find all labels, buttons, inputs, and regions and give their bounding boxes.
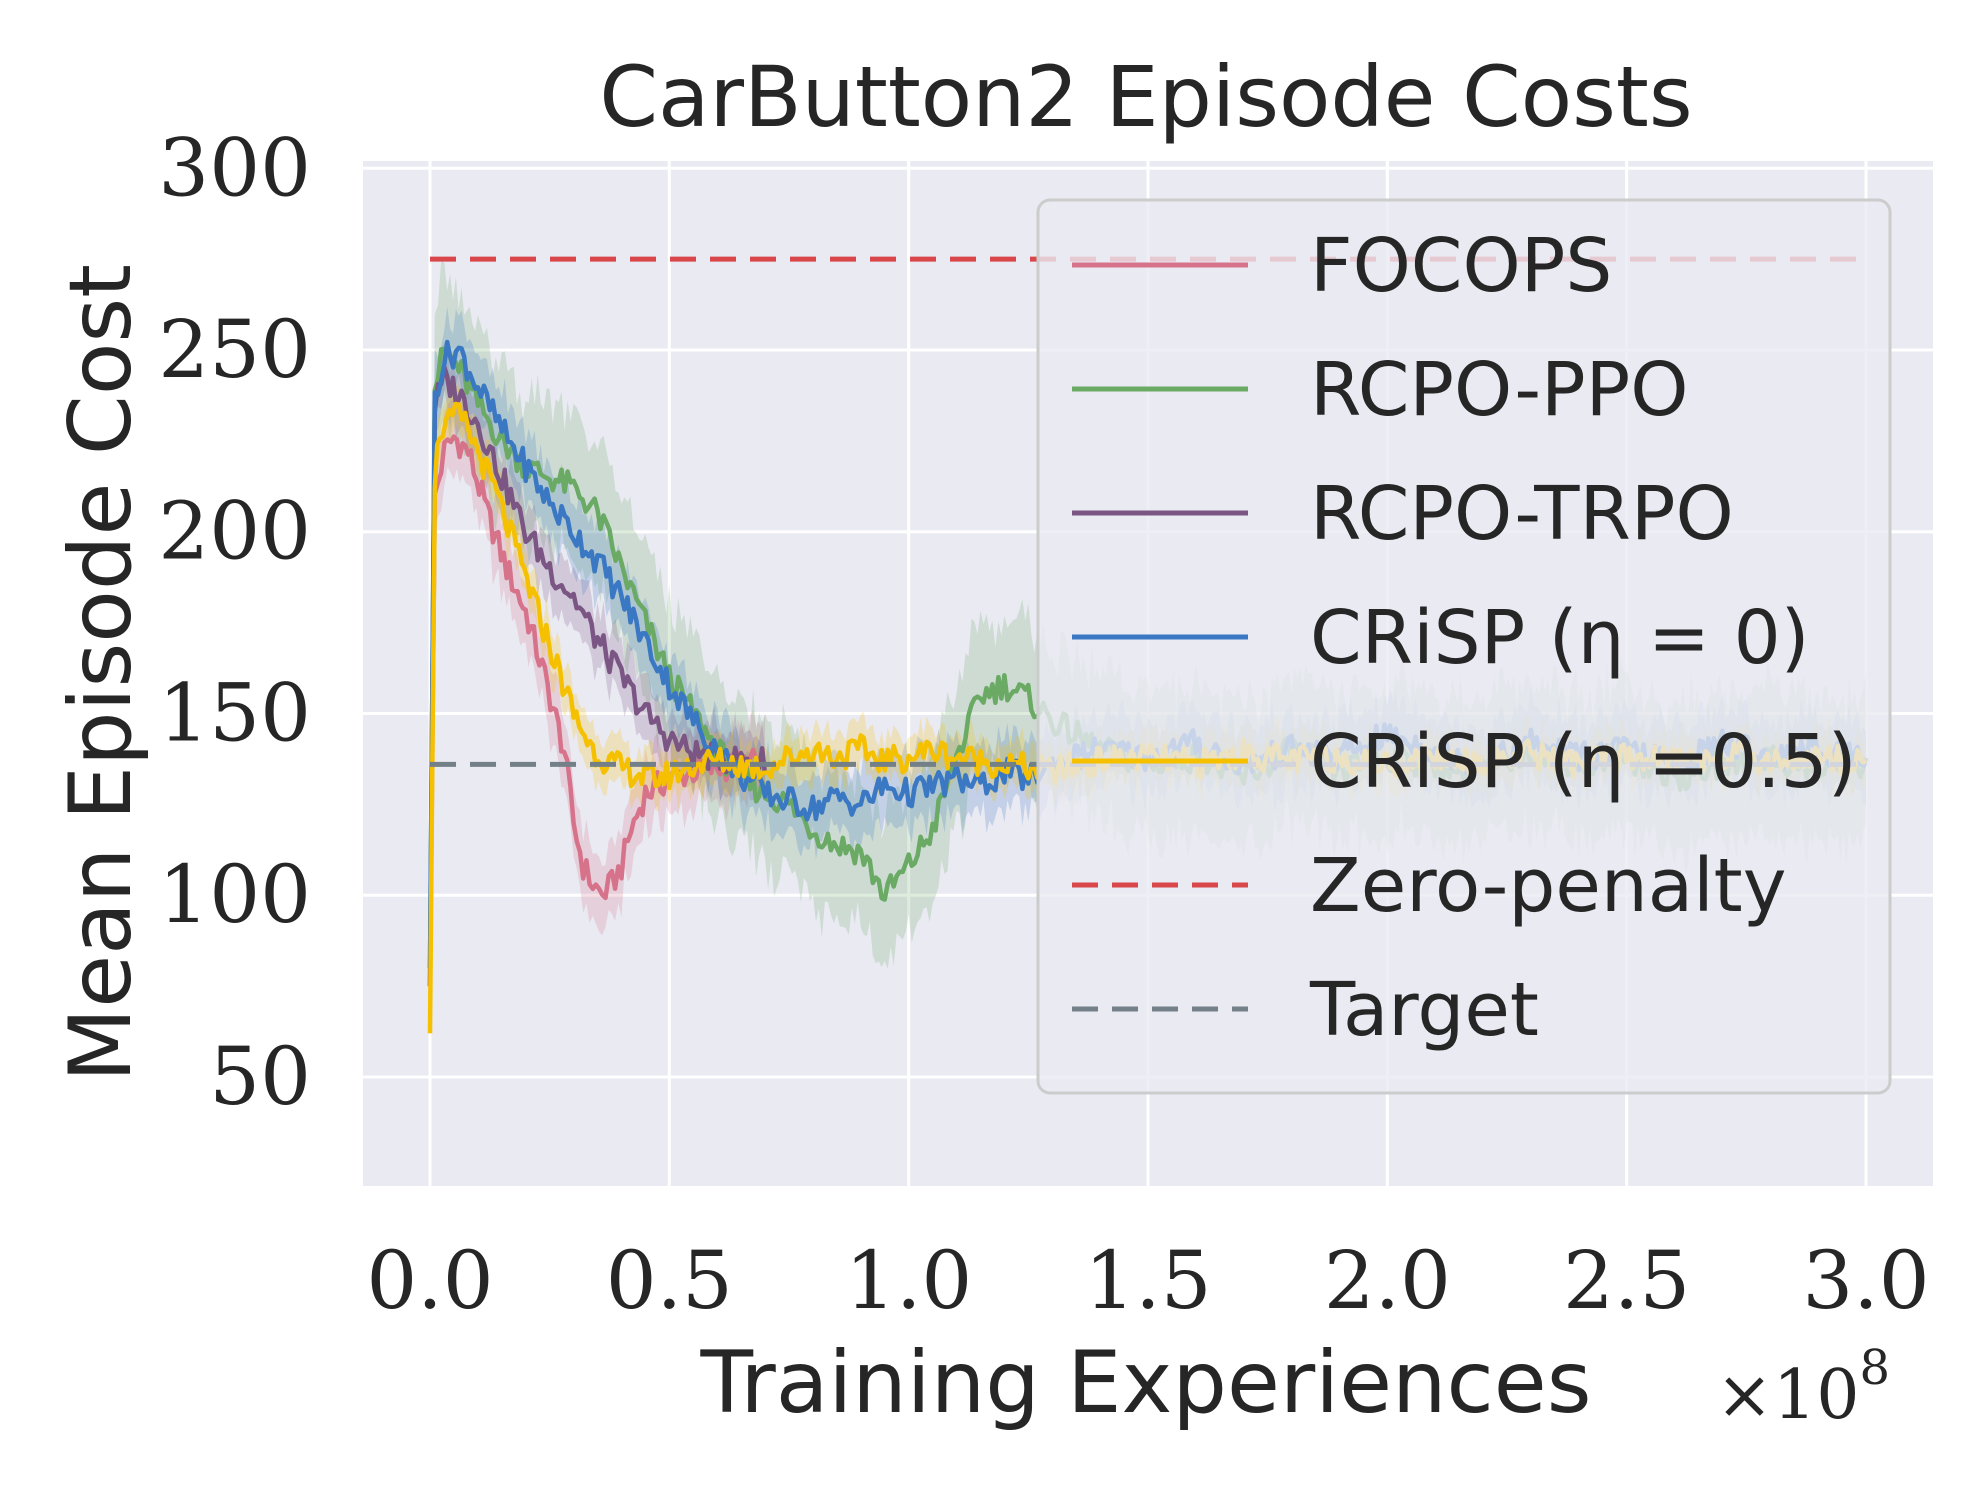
y-tick-label: 300 (158, 121, 311, 214)
x-tick-label: 2.5 (1563, 1234, 1690, 1327)
band-crisp0 (430, 306, 1866, 995)
x-tick-label: 1.0 (845, 1234, 972, 1327)
legend-label-focops: FOCOPS (1310, 223, 1612, 309)
x-axis-label: Training Experiences (699, 1333, 1591, 1433)
legend-label-rcpo_trpo: RCPO-TRPO (1310, 471, 1734, 557)
y-tick-label: 100 (158, 848, 311, 941)
legend-label-crisp05: CRiSP (η =0.5) (1310, 719, 1857, 805)
band-rcpo_trpo (430, 342, 766, 1015)
chart-title: CarButton2 Episode Costs (599, 48, 1692, 146)
x-tick-label: 1.5 (1084, 1234, 1211, 1327)
x-multiplier-exponent: 8 (1860, 1340, 1891, 1396)
legend-label-rcpo_ppo: RCPO-PPO (1310, 347, 1689, 433)
x-axis-multiplier: ×108 (1716, 1340, 1890, 1435)
y-tick-label: 150 (158, 666, 311, 759)
band-rcpo_ppo (430, 259, 1866, 1025)
x-tick-labels: 0.0 0.5 1.0 1.5 2.0 2.5 3.0 (366, 1234, 1929, 1327)
legend-label-zero_penalty: Zero-penalty (1310, 843, 1786, 929)
x-tick-label: 0.0 (366, 1234, 493, 1327)
y-tick-labels: 50 100 150 200 250 300 (158, 121, 311, 1123)
x-tick-label: 0.5 (606, 1234, 733, 1327)
y-tick-label: 250 (158, 303, 311, 396)
x-multiplier-base: ×10 (1716, 1356, 1860, 1435)
legend-label-target: Target (1309, 967, 1539, 1053)
confidence-bands (430, 259, 1866, 1054)
band-focops (430, 398, 766, 1023)
y-tick-label: 50 (209, 1030, 311, 1123)
y-tick-label: 200 (158, 485, 311, 578)
y-axis-label: Mean Episode Cost (51, 264, 151, 1082)
x-tick-label: 2.0 (1324, 1234, 1451, 1327)
legend-frame (1036, 198, 1892, 1095)
x-tick-label: 3.0 (1802, 1234, 1929, 1327)
legend: FOCOPS RCPO-PPO RCPO-TRPO CRiSP (η = 0) CRiS… (1036, 198, 1892, 1095)
legend-label-crisp0: CRiSP (η = 0) (1310, 595, 1810, 681)
line-rcpo_trpo (427, 365, 768, 987)
